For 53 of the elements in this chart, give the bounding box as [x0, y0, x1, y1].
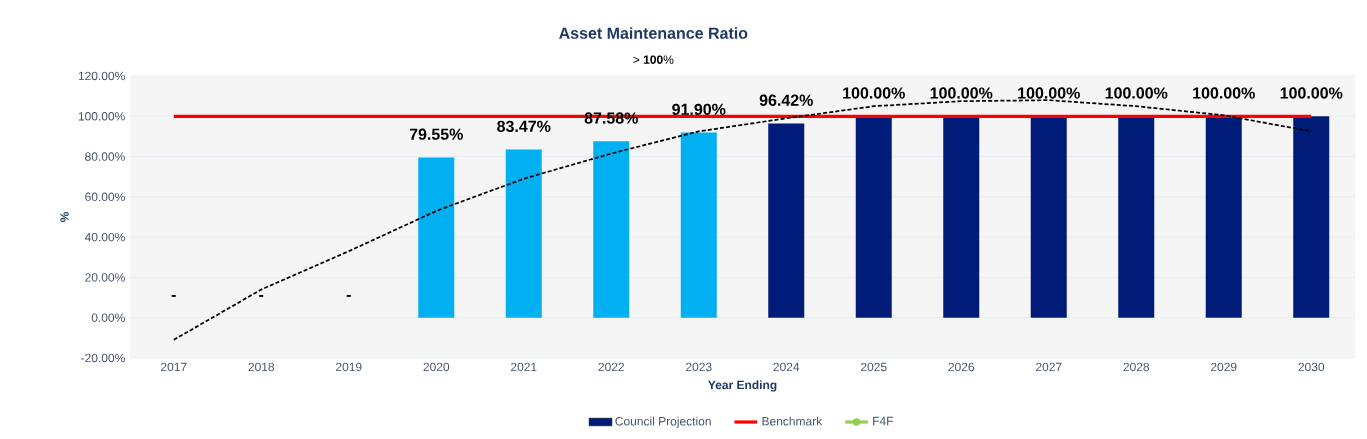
- x-tick-label: 2030: [1298, 362, 1325, 372]
- bar: [1030, 116, 1067, 318]
- data-label: 79.55%: [409, 128, 463, 140]
- y-tick-label: 20.00%: [85, 273, 125, 282]
- x-tick-label: 2028: [1123, 362, 1150, 372]
- x-tick-label: 2027: [1036, 362, 1062, 372]
- bar: [680, 132, 717, 318]
- x-tick-label: 2021: [511, 362, 537, 372]
- x-tick-label: 2025: [861, 362, 887, 372]
- y-tick-label: 120.00%: [78, 71, 125, 81]
- data-label: 100.00%: [1193, 87, 1255, 99]
- x-tick-label: 2029: [1211, 362, 1237, 372]
- data-label: 96.42%: [759, 94, 813, 106]
- bar: [1293, 116, 1330, 318]
- x-tick-label: 2018: [248, 362, 275, 372]
- bar: [505, 149, 542, 318]
- data-label: 100.00%: [1018, 87, 1080, 99]
- x-tick-label: 2024: [773, 362, 800, 372]
- data-label: 83.47%: [497, 120, 551, 132]
- x-tick-label: 2017: [161, 362, 187, 372]
- data-label: -: [259, 295, 264, 297]
- y-tick-label: 60.00%: [85, 192, 125, 202]
- chart-subtitle: > 100%: [633, 55, 674, 64]
- data-label: 100.00%: [843, 87, 905, 99]
- bar: [943, 116, 980, 318]
- x-tick-label: 2019: [336, 362, 362, 372]
- y-tick-label: 100.00%: [78, 112, 125, 121]
- y-tick-label: 0.00%: [91, 313, 125, 322]
- bar: [855, 116, 892, 318]
- data-label: 100.00%: [930, 87, 993, 99]
- y-tick-label: 40.00%: [84, 232, 125, 242]
- x-tick-label: 2023: [686, 362, 712, 372]
- bar: [1205, 116, 1242, 318]
- y-tick-label: 80.00%: [85, 152, 125, 161]
- x-tick-label: 2020: [423, 362, 450, 372]
- legend-label: Council Projection: [615, 416, 711, 428]
- x-tick-label: 2022: [598, 362, 624, 372]
- chart-title: Asset Maintenance Ratio: [559, 27, 748, 39]
- data-label: -: [171, 295, 176, 297]
- data-label: 100.00%: [1105, 87, 1168, 99]
- bar: [418, 157, 455, 318]
- y-axis-title: %: [60, 211, 69, 223]
- x-tick-label: 2026: [948, 362, 975, 372]
- x-axis-title: Year Ending: [708, 380, 777, 392]
- legend-label: F4F: [873, 416, 894, 426]
- data-label: 100.00%: [1280, 87, 1343, 99]
- bar: [1118, 116, 1155, 318]
- y-tick-label: -20.00%: [81, 353, 125, 363]
- data-label: 91.90%: [672, 103, 726, 115]
- bar: [593, 141, 630, 318]
- data-label: -: [346, 295, 351, 297]
- legend-label: Benchmark: [762, 416, 823, 426]
- bar: [768, 123, 805, 318]
